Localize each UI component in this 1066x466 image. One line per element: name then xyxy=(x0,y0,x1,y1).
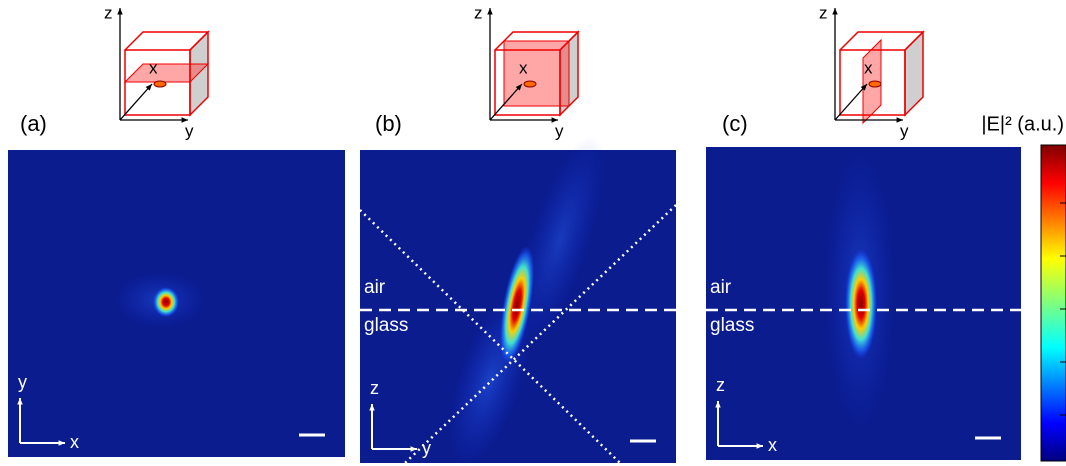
axis-label: z xyxy=(716,375,725,395)
arrow-head xyxy=(487,8,493,15)
cube-back xyxy=(839,31,925,51)
axis-label: y xyxy=(18,372,27,392)
axis-label: y xyxy=(422,438,431,458)
axis-label: z xyxy=(370,378,379,398)
axis-line xyxy=(489,83,523,121)
cube-back xyxy=(494,31,580,51)
arrow-head xyxy=(756,443,763,449)
panel: z y x (c) air glass z x xyxy=(706,3,1021,460)
sample xyxy=(523,80,537,88)
inset-axis-label: x xyxy=(864,58,873,77)
arrow-head xyxy=(860,84,867,91)
sample xyxy=(868,80,882,88)
arrow-head xyxy=(117,8,123,15)
region-label: glass xyxy=(710,315,754,336)
arrow-head xyxy=(145,84,152,91)
arrow-head xyxy=(369,404,375,411)
arrow-head xyxy=(181,117,188,123)
arrow-head xyxy=(551,117,558,123)
halo xyxy=(515,134,605,346)
arrow-head xyxy=(715,401,721,408)
arrow-head xyxy=(17,398,23,405)
inset-axis-label: y xyxy=(185,121,194,140)
axis-label: x xyxy=(70,432,79,452)
inset-axis-label: x xyxy=(149,58,158,77)
panel: z y x (b) air glass z y xyxy=(359,3,677,466)
inset-axis-label: z xyxy=(819,3,828,22)
cube-side xyxy=(904,30,924,117)
colorbar-label: |E|² (a.u.) xyxy=(981,113,1064,135)
cube-front xyxy=(494,49,561,116)
cube-front xyxy=(839,49,906,116)
colorbar xyxy=(1040,144,1066,462)
arrow-head xyxy=(515,84,522,91)
arrow-head xyxy=(58,440,65,446)
arrow-head xyxy=(832,8,838,15)
inset-axis-label: y xyxy=(900,121,909,140)
axis-line xyxy=(834,83,868,121)
cone-line xyxy=(359,209,621,464)
cube-back xyxy=(124,31,210,51)
panel-label: (c) xyxy=(722,111,748,136)
axis-label: x xyxy=(768,435,777,455)
panel-label: (a) xyxy=(20,111,47,136)
field-spot xyxy=(153,287,179,317)
inset-axis-label: x xyxy=(519,58,528,77)
panel-label: (b) xyxy=(375,111,402,136)
region-label: air xyxy=(364,277,386,298)
field-spot xyxy=(499,245,535,365)
arrow-head xyxy=(896,117,903,123)
sample xyxy=(153,80,167,88)
inset-axis-label: z xyxy=(104,3,113,22)
inset-axis-label: y xyxy=(555,121,564,140)
field-spot xyxy=(845,249,877,359)
axis-line xyxy=(119,83,153,121)
inset-axis-label: z xyxy=(474,3,483,22)
panel: z y x (a) y x xyxy=(8,3,345,457)
cone-line xyxy=(404,204,677,464)
section-plane xyxy=(503,40,570,107)
section-plane xyxy=(123,63,210,83)
cube-front xyxy=(124,49,191,116)
region-label: glass xyxy=(364,315,408,336)
region-label: air xyxy=(710,277,732,298)
arrow-head xyxy=(410,446,417,452)
